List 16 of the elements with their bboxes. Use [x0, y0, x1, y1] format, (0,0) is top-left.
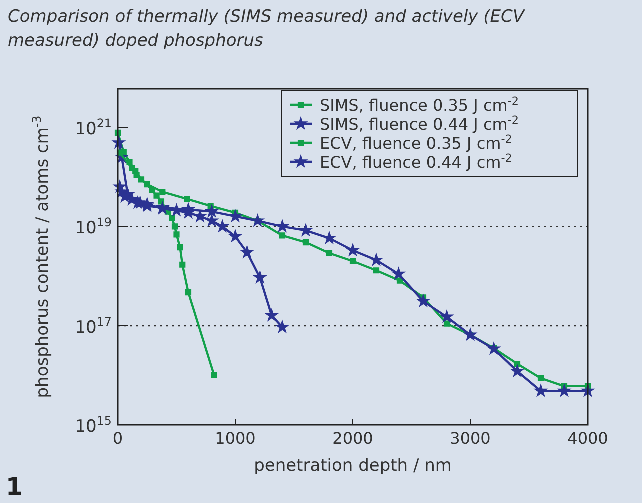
x-tick-label: 2000 — [332, 429, 374, 448]
legend-label: ECV, fluence 0.44 J cm$^{-2}$ — [320, 152, 512, 172]
legend-label: SIMS, fluence 0.35 J cm$^{-2}$ — [320, 94, 519, 115]
y-tick-label: 10$^{15}$ — [75, 414, 112, 437]
y-tick-label: 10$^{19}$ — [75, 216, 112, 239]
x-tick-label: 0 — [112, 429, 124, 448]
chart-title: Comparison of thermally (SIMS measured) and actively (ECV measured) doped phosphorus — [8, 7, 526, 51]
y-tick-label: 10$^{21}$ — [75, 116, 112, 140]
legend-label: ECV, fluence 0.35 J cm$^{-2}$ — [320, 132, 512, 153]
text: 1 — [6, 473, 23, 501]
y-tick-label: 10$^{17}$ — [75, 314, 112, 338]
legend-label: SIMS, fluence 0.44 J cm$^{-2}$ — [320, 114, 519, 134]
x-tick-label: 3000 — [450, 429, 491, 448]
x-tick-label: 4000 — [568, 429, 608, 448]
x-axis-title: penetration depth / nm — [254, 456, 452, 476]
x-tick-label: 1000 — [215, 429, 256, 448]
